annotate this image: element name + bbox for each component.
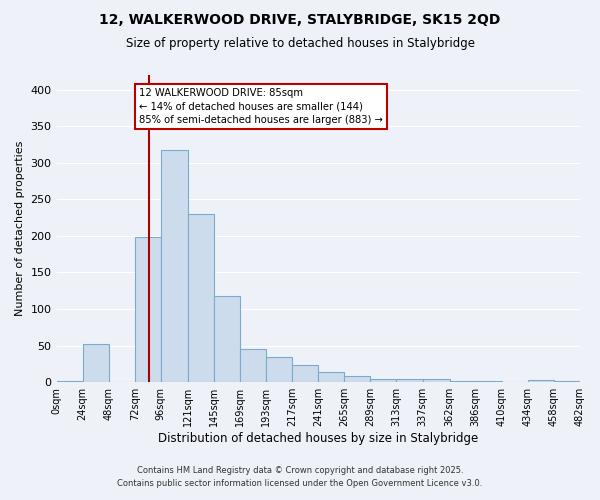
Bar [161,150,188,382]
Bar [188,214,214,382]
Text: 12 WALKERWOOD DRIVE: 85sqm
← 14% of detached houses are smaller (144)
85% of sem: 12 WALKERWOOD DRIVE: 85sqm ← 14% of deta… [139,88,383,124]
X-axis label: Distribution of detached houses by size in Stalybridge: Distribution of detached houses by size … [158,432,478,445]
Text: 12, WALKERWOOD DRIVE, STALYBRIDGE, SK15 2QD: 12, WALKERWOOD DRIVE, STALYBRIDGE, SK15 … [100,12,500,26]
Bar [56,380,83,382]
Bar [292,364,318,382]
Bar [554,380,580,382]
Bar [240,348,266,382]
Bar [83,344,109,382]
Text: Contains HM Land Registry data © Crown copyright and database right 2025.
Contai: Contains HM Land Registry data © Crown c… [118,466,482,487]
Bar [266,356,292,382]
Bar [370,378,397,382]
Bar [344,376,370,382]
Bar [214,296,240,382]
Y-axis label: Number of detached properties: Number of detached properties [15,141,25,316]
Text: Size of property relative to detached houses in Stalybridge: Size of property relative to detached ho… [125,38,475,51]
Bar [449,380,476,382]
Bar [397,380,422,382]
Bar [318,372,344,382]
Bar [135,238,161,382]
Bar [528,380,554,382]
Bar [422,380,449,382]
